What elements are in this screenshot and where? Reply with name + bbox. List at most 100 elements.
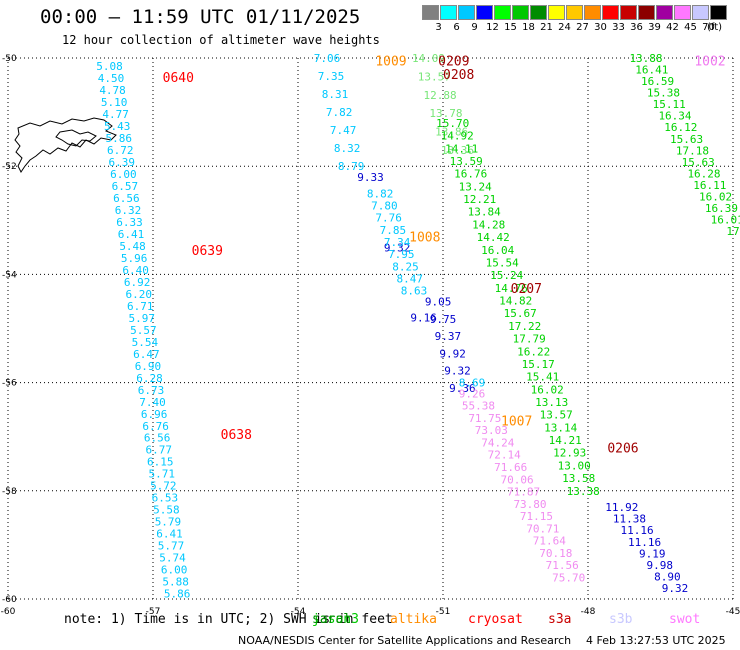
wave-height-value: 15.17 xyxy=(522,358,555,371)
wave-height-value: 5.58 xyxy=(153,504,180,517)
y-tick-label: -50 xyxy=(2,54,17,64)
x-tick-label: -48 xyxy=(581,607,596,617)
scale-swatch xyxy=(602,5,619,20)
wave-height-value: 6.33 xyxy=(116,216,143,229)
scale-swatch xyxy=(566,5,583,20)
wave-height-value: 16.02 xyxy=(699,190,732,203)
wave-height-value: 16.01 xyxy=(711,214,740,227)
wave-height-value: 14.82 xyxy=(499,295,532,308)
wave-height-value: 70.06 xyxy=(501,473,534,486)
scale-swatch xyxy=(494,5,511,20)
wave-height-value: 14.09 xyxy=(412,52,445,65)
wave-height-value: 5.88 xyxy=(162,576,189,589)
wave-height-value: 12.93 xyxy=(553,447,586,460)
scale-label: 12 xyxy=(486,22,499,33)
scale-swatch xyxy=(710,5,727,20)
scale-label: 33 xyxy=(612,22,625,33)
wave-height-value: 13.78 xyxy=(429,107,462,120)
scale-label: 3 xyxy=(435,22,442,33)
wave-height-value: 5.54 xyxy=(132,336,159,349)
wave-height-value: 6.28 xyxy=(136,372,163,385)
scale-label: 27 xyxy=(576,22,589,33)
wave-height-value: 7.95 xyxy=(388,248,415,261)
wave-height-value: 8.32 xyxy=(334,142,361,155)
grid-lines xyxy=(7,57,734,600)
pass-time-label: 1008 xyxy=(409,231,440,246)
wave-height-value: 5.43 xyxy=(104,120,131,133)
axis-tick-labels: -60 -57 -54 -51 -48 -45 -50 -52 -54 -56 -58 -60 xyxy=(1,54,740,617)
wave-height-value: 14.42 xyxy=(477,231,510,244)
coastline-west xyxy=(14,117,117,173)
scale-label: 9 xyxy=(471,22,478,33)
wave-height-value: 73.03 xyxy=(475,424,508,437)
legend-entry-saral: saral xyxy=(312,612,352,627)
wave-height-value: 5.48 xyxy=(119,240,146,253)
wave-height-value: 71.75 xyxy=(468,412,501,425)
scale-swatch xyxy=(620,5,637,20)
wave-height-value: 5.72 xyxy=(150,480,177,493)
x-tick-label: -57 xyxy=(146,607,161,617)
wave-height-value: 9.19 xyxy=(639,547,666,560)
scale-unit: (ft) xyxy=(706,22,723,33)
wave-height-value: 13.57 xyxy=(540,409,573,422)
wave-height-value: 9.05 xyxy=(425,295,452,308)
wave-height-value: 6.77 xyxy=(145,444,172,457)
wave-height-value: 9.26 xyxy=(459,387,486,400)
wave-height-value: 8.31 xyxy=(322,88,349,101)
wave-height-value: 17.22 xyxy=(508,320,541,333)
wave-height-value: 7.47 xyxy=(330,124,357,137)
wave-height-value: 16.34 xyxy=(658,110,691,123)
legend-entry-s3a: s3a xyxy=(548,612,572,627)
wave-height-value: 15.54 xyxy=(486,256,519,269)
scale-swatch xyxy=(458,5,475,20)
legend-entry-jason3: jason3 xyxy=(312,612,359,627)
wave-height-value: 5.08 xyxy=(96,60,123,73)
wave-height-value: 70.71 xyxy=(526,522,559,535)
wave-height-value: 7.76 xyxy=(375,212,402,225)
wave-height-value: 71.64 xyxy=(533,535,566,548)
wave-height-value: 9.32 xyxy=(384,241,411,254)
wave-height-value: 73.80 xyxy=(513,498,546,511)
wave-height-value: 75.70 xyxy=(552,571,585,584)
wave-height-value: 16.41 xyxy=(635,64,668,77)
wave-height-value: 70.18 xyxy=(539,547,572,560)
wave-height-value: 14.11 xyxy=(445,142,478,155)
wave-height-value: 16.12 xyxy=(664,121,697,134)
wave-height-value: 11.38 xyxy=(613,513,646,526)
wave-height-value: 6.20 xyxy=(125,288,152,301)
wave-height-value: 5.79 xyxy=(155,516,182,529)
wave-height-value: 74.24 xyxy=(481,436,514,449)
wave-height-value: 55.38 xyxy=(462,400,495,413)
wave-height-value: 9.32 xyxy=(444,365,471,378)
scale-swatch xyxy=(638,5,655,20)
pass-time-label: 0638 xyxy=(221,428,252,443)
wave-height-value: 12.21 xyxy=(463,193,496,206)
wave-height-value: 12.88 xyxy=(424,89,457,102)
wave-height-value: 13.84 xyxy=(468,206,501,219)
x-tick-label: -60 xyxy=(1,607,16,617)
wave-height-value: 5.77 xyxy=(158,540,185,553)
wave-height-value: 13.38 xyxy=(567,485,600,498)
wave-height-value: 15.70 xyxy=(436,117,469,130)
wave-height-value: 11.16 xyxy=(620,524,653,537)
wave-height-value: 15.24 xyxy=(490,269,523,282)
wave-height-value: 6.40 xyxy=(122,264,149,277)
wave-height-value: 9.32 xyxy=(662,582,689,595)
wave-height-value: 8.25 xyxy=(392,260,419,273)
scale-swatch xyxy=(422,5,439,20)
scale-swatch xyxy=(512,5,529,20)
wave-height-value: 9.36 xyxy=(449,382,476,395)
wave-height-value: 6.92 xyxy=(124,276,151,289)
scale-label: 18 xyxy=(522,22,535,33)
scale-label: 30 xyxy=(594,22,607,33)
wave-height-value: 15.63 xyxy=(682,156,715,169)
wave-height-value: 6.00 xyxy=(110,168,137,181)
wave-height-value: 5.86 xyxy=(105,132,132,145)
scale-swatch xyxy=(530,5,547,20)
wave-height-value: 8.90 xyxy=(654,571,681,584)
wave-height-value: 13.59 xyxy=(450,155,483,168)
legend-entry-s3b: s3b xyxy=(609,612,633,627)
y-tick-label: -60 xyxy=(2,595,17,605)
